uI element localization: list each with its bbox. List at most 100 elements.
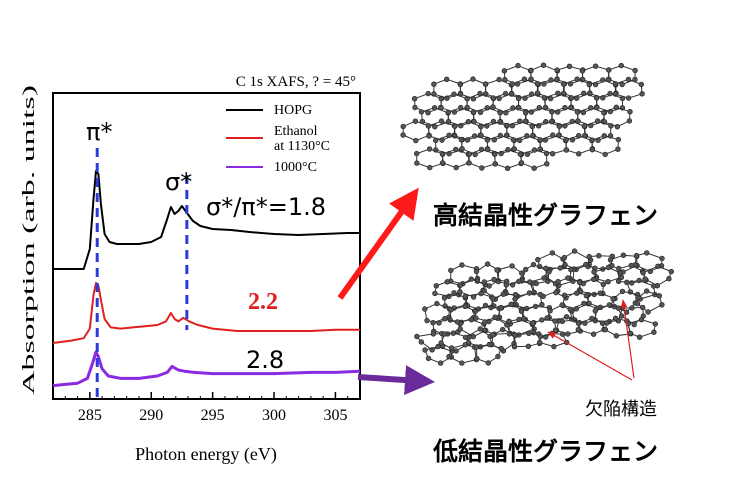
lattice-atom xyxy=(426,146,433,152)
lattice-atom xyxy=(494,267,500,273)
lattice-atom xyxy=(643,250,650,256)
lattice-atom xyxy=(486,341,493,348)
lattice-atom xyxy=(411,95,418,102)
lattice-atom xyxy=(468,276,474,282)
lattice-atom xyxy=(604,320,610,326)
lattice-atom xyxy=(569,118,575,125)
lattice-atom xyxy=(462,334,469,341)
lattice-atom xyxy=(554,67,560,73)
lattice-atom xyxy=(668,268,674,275)
lattice-atom xyxy=(571,248,578,254)
lattice-atom xyxy=(544,315,550,321)
lattice-atom xyxy=(500,291,507,297)
low-crystallinity-lattice-illustration xyxy=(414,248,674,366)
series-line-2 xyxy=(52,350,361,388)
lattice-atom xyxy=(453,164,459,171)
lattice-atom xyxy=(441,295,448,301)
lattice-atom xyxy=(531,165,537,171)
lattice-atom xyxy=(579,68,586,74)
lattice-atom xyxy=(465,118,472,125)
lattice-atom xyxy=(512,296,518,302)
ratio-label-hopg: σ*/π*=1.8 xyxy=(206,193,326,221)
lattice-atom xyxy=(600,77,606,83)
lattice-ring xyxy=(583,120,612,141)
lattice-atom xyxy=(446,354,452,360)
lattice-atom xyxy=(592,63,599,69)
lattice-atom xyxy=(450,330,456,336)
lattice-atom xyxy=(613,104,619,111)
lattice-atom xyxy=(425,90,431,97)
lattice-atom xyxy=(610,296,616,302)
x-tick-label-285: 285 xyxy=(78,407,102,424)
lattice-atom xyxy=(482,302,489,309)
lattice-atom xyxy=(535,256,541,263)
lattice-atom xyxy=(477,326,483,332)
lattice-ring xyxy=(565,135,593,155)
lattice-atom xyxy=(452,123,458,129)
lattice-atom xyxy=(459,146,465,152)
lattice-atom xyxy=(547,95,554,102)
lattice-atom xyxy=(638,81,644,88)
lattice-atom xyxy=(451,91,457,97)
lattice-atom xyxy=(626,118,633,124)
lattice-atom xyxy=(652,321,658,327)
lattice-atom xyxy=(559,302,565,308)
legend: HOPG Ethanol at 1130°C 1000°C xyxy=(226,103,330,175)
lattice-atom xyxy=(608,123,614,129)
lattice-atom xyxy=(586,81,592,88)
lattice-atom xyxy=(606,67,612,73)
lattice-atom xyxy=(424,317,430,324)
lattice-atom xyxy=(445,109,451,116)
lattice-atom xyxy=(565,275,571,281)
lattice-atom xyxy=(543,150,550,157)
lattice-atom xyxy=(619,81,625,88)
lattice-atom xyxy=(615,305,622,311)
lattice-atom xyxy=(435,343,441,350)
lattice-atom xyxy=(613,333,620,339)
lattice-atom xyxy=(550,132,556,138)
lattice-atom xyxy=(426,133,432,139)
lattice-atom xyxy=(497,132,504,139)
lattice-atom xyxy=(517,151,524,157)
lattice-atom xyxy=(511,146,517,152)
lattice-atom xyxy=(425,109,431,116)
lattice-atom xyxy=(592,308,598,314)
lattice-atom xyxy=(548,77,554,83)
lattice-atom xyxy=(478,290,484,297)
lattice-atom xyxy=(636,277,642,284)
lattice-atom xyxy=(510,105,516,111)
lattice-atom xyxy=(502,90,509,97)
legend-label-ethanol-1: Ethanol xyxy=(274,124,318,139)
arrow-to-low-crystallinity xyxy=(357,365,435,396)
lattice-atom xyxy=(490,296,496,302)
lattice-atom xyxy=(568,95,575,101)
lattice-atom xyxy=(590,276,597,282)
lattice-atom xyxy=(614,123,620,130)
lattice-atom xyxy=(457,289,463,295)
lattice-atom xyxy=(639,91,645,97)
lattice-atom xyxy=(516,278,522,285)
lattice-atom xyxy=(482,319,488,325)
lattice-atom xyxy=(632,67,638,74)
lattice-atom xyxy=(438,95,444,102)
lattice-atom xyxy=(586,253,592,260)
lattice-atom xyxy=(512,292,519,298)
lattice-atom xyxy=(430,320,436,326)
lattice-ring xyxy=(642,265,672,287)
lattice-atom xyxy=(596,253,602,259)
series-line-1 xyxy=(52,282,360,344)
lattice-atom xyxy=(589,315,595,322)
lattice-atom xyxy=(454,319,461,325)
lattice-ring xyxy=(519,149,548,169)
lattice-ring xyxy=(591,135,619,155)
lattice-atom xyxy=(485,360,491,366)
lattice-atom xyxy=(541,95,548,101)
lattice-atom xyxy=(583,293,590,299)
lattice-atom xyxy=(509,263,515,269)
lattice-atom xyxy=(510,137,517,143)
lattice-atom xyxy=(546,269,552,275)
lattice-atom xyxy=(575,327,581,333)
lattice-atom xyxy=(451,290,457,296)
lattice-ring xyxy=(450,264,479,285)
